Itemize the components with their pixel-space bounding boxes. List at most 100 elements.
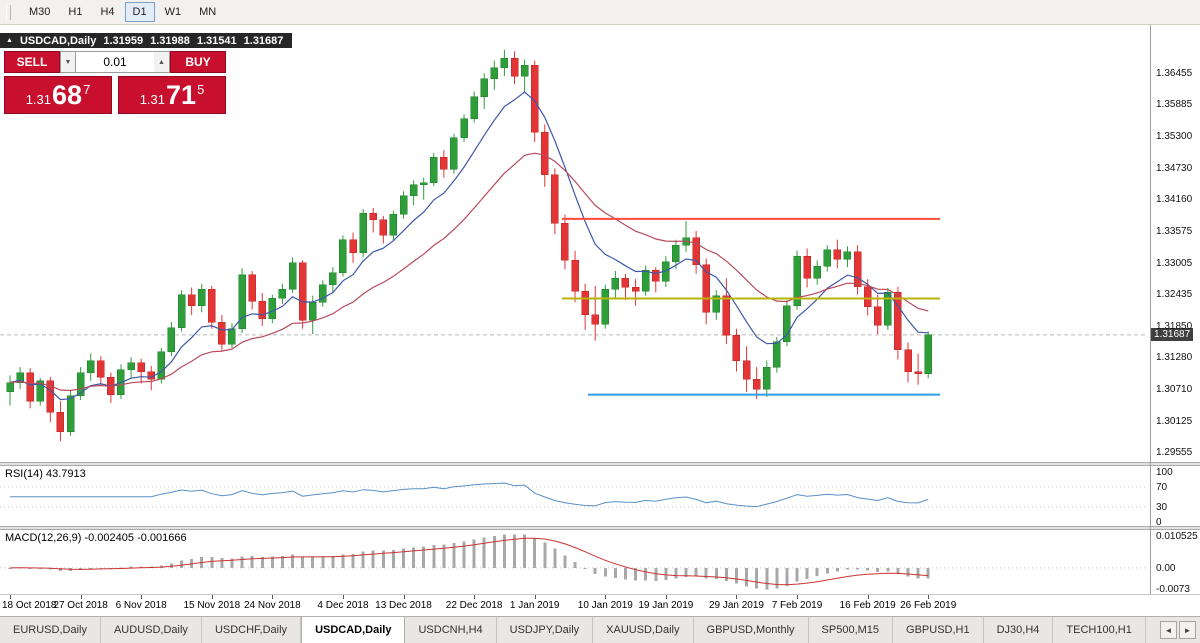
rsi-scale-label: 100 [1156,467,1173,478]
tab-tech100-h1[interactable]: TECH100,H1 [1053,617,1146,643]
time-tick [867,595,869,599]
macd-axis[interactable]: 0.010525 0.00 -0.0073 [1150,530,1200,595]
price-axis-label: 1.33575 [1156,226,1193,238]
bid-price-button[interactable]: 1.31 68 7 [4,76,112,114]
price-axis-label: 1.31850 [1156,320,1193,332]
timeframe-button-w1[interactable]: W1 [164,6,182,18]
tab-usdcad-daily[interactable]: USDCAD,Daily [301,617,406,643]
rsi-label: RSI(14) 43.7913 [5,468,86,480]
macd-scale-label: -0.0073 [1156,584,1190,595]
low-value: 1.31541 [196,34,237,47]
time-tick [403,595,405,599]
tab-eurusd-daily[interactable]: EURUSD,Daily [0,617,101,643]
time-axis-label: 16 Feb 2019 [839,600,896,611]
macd-scale-label: 0.00 [1156,562,1176,574]
tab-sp500-m15[interactable]: SP500,M15 [809,617,894,643]
tab-xauusd-daily[interactable]: XAUUSD,Daily [593,617,694,643]
time-axis-label: 15 Nov 2018 [183,600,241,611]
ask-prefix: 1.31 [139,92,166,107]
time-axis-label: 26 Feb 2019 [900,600,957,611]
rsi-axis[interactable]: 100 70 30 0 [1150,466,1200,528]
time-tick [80,595,82,599]
open-value: 1.31959 [103,34,144,47]
tab-scroll-left-icon[interactable]: ◄ [1160,621,1177,639]
tab-usdcnh-h4[interactable]: USDCNH,H4 [405,617,497,643]
chart-canvas[interactable] [0,25,1148,462]
ohlc-info-bar: ▲ USDCAD,Daily 1.31959 1.31988 1.31541 1… [0,33,293,48]
price-axis-label: 1.29555 [1156,447,1193,458]
time-axis-label: 29 Jan 2019 [708,600,764,611]
timeframe-button-mn[interactable]: MN [199,6,217,18]
bid-pip-digit: 7 [83,81,91,97]
time-axis-label: 27 Oct 2018 [53,600,108,611]
tab-scroll-right-icon[interactable]: ► [1179,621,1196,639]
price-axis-label: 1.34730 [1156,162,1193,174]
timeframe-button-h1[interactable]: H1 [68,6,83,18]
macd-scale-label: 0.010525 [1156,531,1198,542]
price-axis-label: 1.30125 [1156,415,1193,427]
time-tick [928,595,930,599]
timeframe-button-h4[interactable]: H4 [100,6,115,18]
tab-audusd-daily[interactable]: AUDUSD,Daily [101,617,202,643]
time-tick [141,595,143,599]
panel-splitter-rsi[interactable] [0,462,1200,466]
time-axis-label: 19 Jan 2019 [638,600,694,611]
time-axis-label: 1 Jan 2019 [509,600,560,611]
time-axis-label: 10 Jan 2019 [577,600,633,611]
high-value: 1.31988 [150,34,190,47]
price-axis-label: 1.31280 [1156,352,1193,364]
macd-label: MACD(12,26,9) -0.002405 -0.001666 [5,532,187,544]
time-tick [797,595,799,599]
bid-prefix: 1.31 [25,92,52,107]
time-axis[interactable]: 18 Oct 2018 27 Oct 2018 6 Nov 2018 15 Nov 2… [0,594,1200,617]
symbol-label: USDCAD,Daily [19,34,97,47]
time-tick [342,595,344,599]
timeframe-toolbar: M30 H1 H4 D1 W1 MN [0,0,1200,25]
sell-button[interactable]: SELL [4,51,60,73]
symbol-triangle-icon: ▲ [6,37,13,44]
chart-tab-bar: EURUSD,Daily AUDUSD,Daily USDCHF,Daily USDC… [0,616,1200,643]
time-tick [211,595,213,599]
time-axis-label: 13 Dec 2018 [375,600,432,611]
tab-gbpusd-monthly[interactable]: GBPUSD,Monthly [694,617,809,643]
price-axis-label: 1.35300 [1156,131,1193,143]
time-tick [474,595,476,599]
price-axis-label: 1.36455 [1156,68,1193,79]
ask-price-button[interactable]: 1.31 71 5 [118,76,226,114]
rsi-canvas[interactable] [0,466,1148,526]
lot-increase-button[interactable]: ▲ [154,51,170,73]
tab-gbpusd-h1[interactable]: GBPUSD,H1 [893,617,984,643]
one-click-trading-panel: SELL ▼ 0.01 ▲ BUY 1.31 68 7 1.31 71 5 [4,51,226,114]
time-axis-label: 22 Dec 2018 [445,600,503,611]
price-axis-label: 1.30710 [1156,383,1193,395]
timeframe-button-d1[interactable]: D1 [124,2,155,22]
tab-usdjpy-daily[interactable]: USDJPY,Daily [497,617,594,643]
tab-usdchf-daily[interactable]: USDCHF,Daily [202,617,302,643]
rsi-scale-label: 70 [1156,482,1168,493]
ask-big-digits: 71 [166,79,197,110]
lot-decrease-button[interactable]: ▼ [60,51,76,73]
lot-size-input[interactable]: 0.01 [76,51,154,73]
timeframe-button-m30[interactable]: M30 [29,6,51,18]
rsi-panel: RSI(14) 43.7913 100 70 30 0 [0,466,1200,528]
buy-button[interactable]: BUY [170,51,226,73]
tab-scroll-arrows: ◄ ► [1156,617,1200,643]
time-tick [736,595,738,599]
price-axis[interactable]: 1.31687 1.36455 1.35885 1.35300 1.34730 1.34… [1150,25,1200,462]
time-axis-label: 24 Nov 2018 [243,600,301,611]
time-tick [665,595,667,599]
panel-splitter-macd[interactable] [0,526,1200,530]
time-axis-label: 4 Dec 2018 [317,600,369,611]
axis-separator [1150,25,1151,594]
close-value: 1.31687 [243,34,284,47]
time-tick [272,595,274,599]
time-tick [605,595,607,599]
macd-canvas[interactable] [0,530,1148,594]
tab-dj30-h4[interactable]: DJ30,H4 [984,617,1054,643]
macd-panel: MACD(12,26,9) -0.002405 -0.001666 0.0105… [0,530,1200,595]
time-axis-label: 7 Feb 2019 [771,600,823,611]
toolbar-grip [6,4,11,20]
price-axis-label: 1.35885 [1156,99,1193,111]
time-axis-label: 18 Oct 2018 [2,600,57,611]
